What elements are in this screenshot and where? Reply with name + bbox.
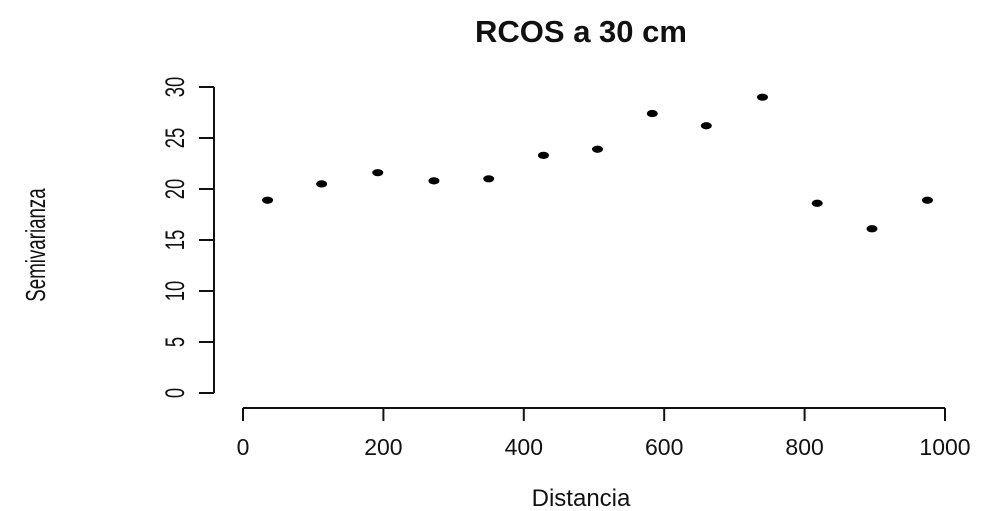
data-point [483,175,494,182]
x-tick-label: 800 [785,434,823,460]
y-tick-label: 20 [160,179,190,199]
data-point [757,94,768,101]
y-tick-label: 0 [160,388,190,398]
y-tick-label: 10 [160,281,190,301]
data-point [316,180,327,187]
y-axis-label: Semivarianza [20,188,50,302]
y-tick-label: 5 [160,337,190,347]
data-point [372,169,383,176]
data-point [812,200,823,207]
data-point [428,177,439,184]
chart-title: RCOS a 30 cm [475,14,687,49]
data-point [538,152,549,159]
x-tick-label: 200 [364,434,402,460]
data-point [647,110,658,117]
data-point [866,225,877,232]
y-tick-label: 15 [160,230,190,250]
x-axis-label: Distancia [532,485,631,511]
data-point [701,122,712,129]
y-tick-label: 30 [160,77,190,97]
y-axis-ticks: 0 5 10 15 20 25 30 [160,77,214,398]
data-points [262,94,933,233]
data-point [262,197,273,204]
x-tick-label: 600 [645,434,683,460]
x-tick-label: 400 [505,434,543,460]
y-tick-label: 25 [160,128,190,148]
x-tick-label: 0 [237,434,250,460]
x-tick-label: 1000 [919,434,970,460]
x-axis-ticks: 0 200 400 600 800 1000 [237,408,971,460]
data-point [592,146,603,153]
data-point [922,197,933,204]
